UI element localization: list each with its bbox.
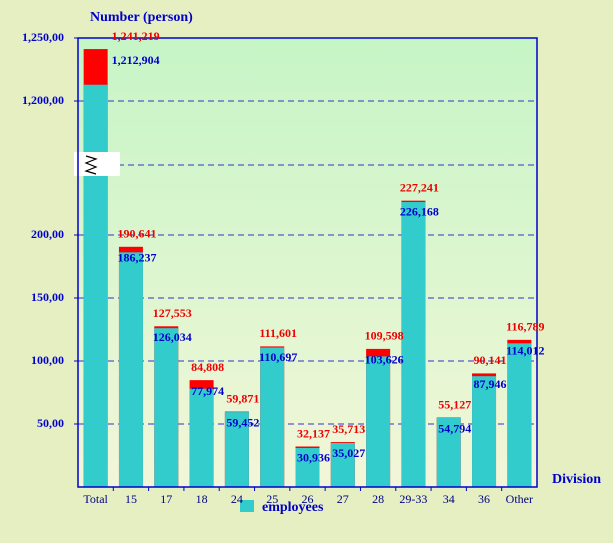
bar xyxy=(401,202,426,487)
value-label: 84,808 xyxy=(191,360,224,374)
axis-break xyxy=(74,152,120,176)
value-label: 116,789 xyxy=(506,320,544,334)
x-tick-label: 34 xyxy=(443,492,455,506)
value-label: 103,626 xyxy=(365,353,404,367)
break-zigzag xyxy=(84,155,98,175)
bar xyxy=(118,252,143,487)
value-label: 90,141 xyxy=(474,353,507,367)
x-tick-label: 27 xyxy=(337,492,349,506)
y-tick-label: 100,00 xyxy=(31,353,64,367)
value-label: 127,553 xyxy=(153,306,192,320)
x-tick-label: 18 xyxy=(196,492,208,506)
x-tick-label: 17 xyxy=(160,492,172,506)
bar xyxy=(507,343,532,487)
x-tick-label: 25 xyxy=(266,492,278,506)
x-tick-label: 36 xyxy=(478,492,490,506)
bar xyxy=(366,356,391,487)
value-label: 126,034 xyxy=(153,330,192,344)
plot xyxy=(78,37,537,488)
value-label: 32,137 xyxy=(297,426,330,440)
value-label: 1,241,219 xyxy=(112,29,160,43)
y-tick-label: 1,250,00 xyxy=(22,30,64,44)
bar xyxy=(260,347,285,487)
value-label: 226,168 xyxy=(400,204,439,218)
y-tick-label: 200,00 xyxy=(31,227,64,241)
value-label: 111,601 xyxy=(259,326,297,340)
x-tick-label: 24 xyxy=(231,492,243,506)
value-label: 77,974 xyxy=(191,384,224,398)
bar xyxy=(330,442,355,487)
bar xyxy=(83,84,108,487)
x-tick-label: Total xyxy=(83,492,108,506)
value-label: 227,241 xyxy=(400,180,439,194)
x-tick-label: 26 xyxy=(302,492,314,506)
value-label: 114,012 xyxy=(506,344,544,358)
bar xyxy=(295,448,320,487)
value-label: 30,936 xyxy=(297,450,330,464)
value-label: 1,212,904 xyxy=(112,53,160,67)
legend: employees xyxy=(240,500,324,515)
value-label: 35,713 xyxy=(332,422,365,436)
value-label: 87,946 xyxy=(474,377,507,391)
value-label: 186,237 xyxy=(117,251,156,265)
axis-title: Number (person) xyxy=(90,10,193,25)
plot-border xyxy=(77,37,538,488)
bar xyxy=(472,376,497,487)
legend-label: employees xyxy=(262,500,324,515)
bar xyxy=(436,417,461,487)
value-label: 35,027 xyxy=(332,446,365,460)
value-label: 59,452 xyxy=(226,415,259,429)
x-tick-label: 28 xyxy=(372,492,384,506)
value-label: 54,794 xyxy=(438,421,471,435)
x-axis-title: Division xyxy=(552,472,601,487)
bar xyxy=(189,388,214,487)
value-label: 59,871 xyxy=(226,391,259,405)
y-tick-label: 1,200,00 xyxy=(22,93,64,107)
bar xyxy=(224,412,249,487)
value-label: 190,641 xyxy=(117,227,156,241)
value-label: 109,598 xyxy=(365,329,404,343)
legend-swatch xyxy=(240,500,254,512)
bar xyxy=(154,328,179,487)
y-tick-label: 150,00 xyxy=(31,290,64,304)
x-tick-label: 15 xyxy=(125,492,137,506)
value-label: 55,127 xyxy=(438,397,471,411)
y-tick-label: 50,00 xyxy=(37,416,64,430)
x-tick-label: Other xyxy=(506,492,533,506)
value-label: 110,697 xyxy=(259,350,297,364)
x-tick-label: 29-33 xyxy=(399,492,427,506)
